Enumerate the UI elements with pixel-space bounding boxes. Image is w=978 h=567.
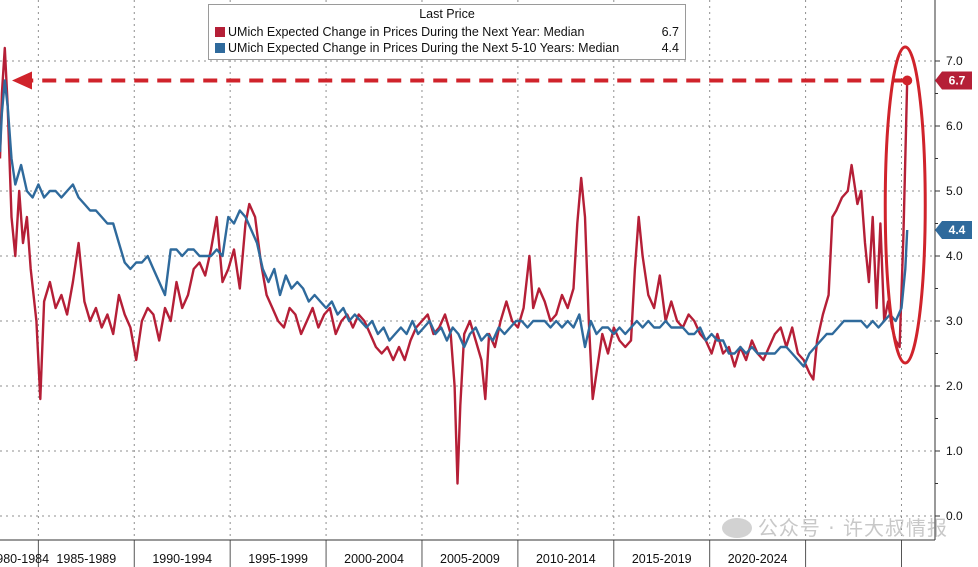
legend-swatch-red (215, 27, 225, 37)
legend-value: 4.4 (661, 41, 679, 55)
x-period-label: 2000-2004 (344, 552, 404, 566)
y-tick-label: 4.0 (946, 249, 963, 263)
x-period-label: 2005-2009 (440, 552, 500, 566)
legend-item-5-10-years: UMich Expected Change in Prices During t… (215, 40, 679, 56)
last-value-tag-text: 6.7 (949, 74, 966, 88)
arrow-head (12, 71, 32, 90)
last-value-tag-shape (935, 221, 972, 239)
legend-item-next-year: UMich Expected Change in Prices During t… (215, 24, 679, 40)
last-value-tag: 4.4 (935, 221, 972, 239)
x-period-label: 2010-2014 (536, 552, 596, 566)
legend: Last Price UMich Expected Change in Pric… (208, 4, 686, 60)
last-value-tag-text: 4.4 (949, 223, 966, 237)
arrow-start-dot (902, 75, 913, 86)
y-tick-label: 1.0 (946, 444, 963, 458)
gridlines (0, 0, 935, 540)
x-axis: 1980-1984 1985-1989 1990-1994 1995-1999 2000… (0, 539, 935, 567)
x-period-label: 2020-2024 (728, 552, 788, 566)
y-tick-label: 6.0 (946, 119, 963, 133)
watermark: 公众号 · 许大叔情报 (721, 512, 948, 541)
series-line-next-year (0, 46, 909, 485)
y-tick-label: 7.0 (946, 54, 963, 68)
y-tick-label: 5.0 (946, 184, 963, 198)
wechat-icon (721, 518, 752, 538)
legend-label: UMich Expected Change in Prices During t… (228, 25, 585, 39)
series-lines (0, 46, 909, 485)
legend-value: 6.7 (661, 25, 679, 39)
legend-label: UMich Expected Change in Prices During t… (228, 41, 620, 55)
y-tick-label: 0.0 (946, 509, 963, 523)
y-tick-label: 3.0 (946, 314, 963, 328)
watermark-text: 公众号 · 许大叔情报 (757, 516, 948, 540)
last-value-tag: 6.7 (935, 71, 972, 90)
x-period-label: 1980-1984 (0, 552, 49, 566)
y-tick-label: 2.0 (946, 379, 963, 393)
y-axis: 0.0 1.0 2.0 3.0 4.0 5.0 6.0 7.0 6.7 4.4 (934, 0, 972, 540)
legend-header: Last Price (419, 7, 475, 21)
x-period-label: 1990-1994 (152, 552, 212, 566)
series-line-5-10-years (0, 79, 909, 368)
x-period-label: 2015-2019 (632, 552, 692, 566)
legend-swatch-blue (215, 43, 225, 53)
annotations (12, 45, 927, 365)
highlight-ellipse (883, 45, 927, 365)
x-period-label: 1985-1989 (56, 552, 116, 566)
x-period-label: 1995-1999 (248, 552, 308, 566)
last-value-tag-shape (935, 71, 972, 90)
